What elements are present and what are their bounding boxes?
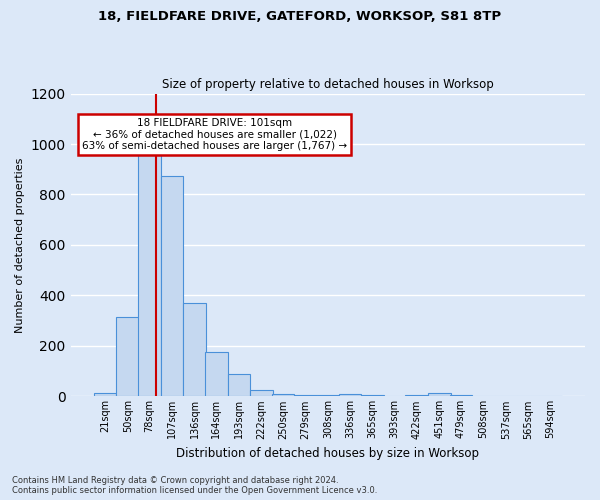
Bar (205, 352, 227, 397)
Bar (250, 390, 272, 396)
Bar (94, 392, 116, 396)
Text: Contains HM Land Registry data © Crown copyright and database right 2024.
Contai: Contains HM Land Registry data © Crown c… (12, 476, 377, 495)
Text: 18, FIELDFARE DRIVE, GATEFORD, WORKSOP, S81 8TP: 18, FIELDFARE DRIVE, GATEFORD, WORKSOP, … (98, 10, 502, 23)
Bar (272, 394, 295, 396)
Bar (295, 395, 317, 396)
Bar (406, 395, 428, 396)
Bar (361, 395, 384, 396)
Bar (116, 317, 139, 396)
Bar (338, 394, 361, 396)
Title: Size of property relative to detached houses in Worksop: Size of property relative to detached ho… (162, 78, 494, 91)
X-axis label: Distribution of detached houses by size in Worksop: Distribution of detached houses by size … (176, 447, 479, 460)
Y-axis label: Number of detached properties: Number of detached properties (15, 158, 25, 332)
Bar (317, 395, 340, 396)
Bar (138, 150, 161, 396)
Bar (161, 176, 183, 396)
Text: 18 FIELDFARE DRIVE: 101sqm
← 36% of detached houses are smaller (1,022)
63% of s: 18 FIELDFARE DRIVE: 101sqm ← 36% of deta… (82, 118, 347, 151)
Bar (450, 395, 472, 396)
Bar (428, 392, 451, 396)
Bar (183, 303, 206, 396)
Bar (227, 374, 250, 396)
